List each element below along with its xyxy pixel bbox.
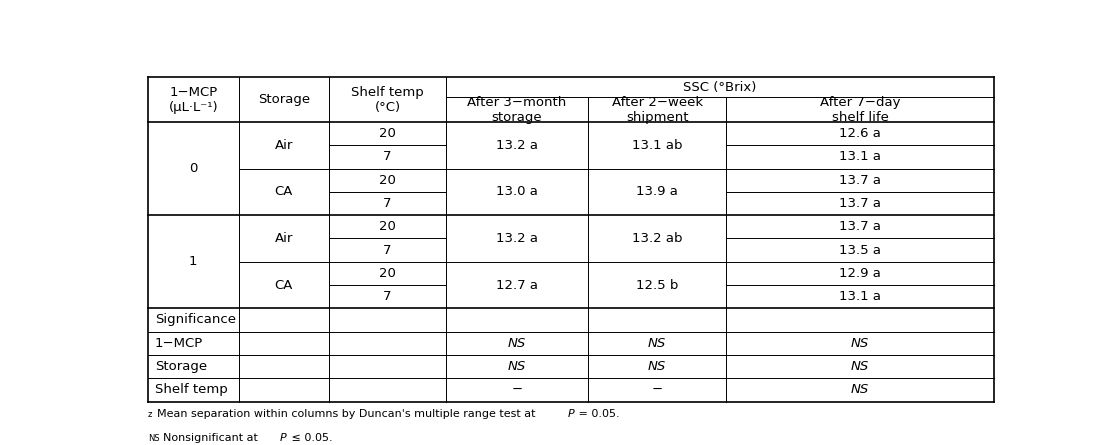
Text: Air: Air: [275, 232, 293, 245]
Text: 12.7 a: 12.7 a: [496, 279, 538, 291]
Text: Storage: Storage: [257, 93, 310, 106]
Text: −: −: [511, 384, 522, 396]
Text: 12.6 a: 12.6 a: [839, 127, 881, 140]
Text: 20: 20: [379, 267, 395, 280]
Text: NS: NS: [851, 337, 869, 350]
Text: z: z: [148, 410, 153, 419]
Text: = 0.05.: = 0.05.: [575, 409, 619, 419]
Text: NS: NS: [508, 337, 526, 350]
Text: Shelf temp
(°C): Shelf temp (°C): [351, 85, 423, 113]
Text: 13.1 a: 13.1 a: [839, 150, 881, 163]
Text: 20: 20: [379, 220, 395, 233]
Text: After 2−week
shipment: After 2−week shipment: [612, 96, 703, 124]
Text: 7: 7: [383, 150, 392, 163]
Text: 13.1 ab: 13.1 ab: [632, 139, 683, 152]
Text: 0: 0: [189, 162, 197, 175]
Text: 20: 20: [379, 174, 395, 187]
Text: P: P: [567, 409, 574, 419]
Text: After 7−day
shelf life: After 7−day shelf life: [820, 96, 900, 124]
Text: 13.2 a: 13.2 a: [496, 232, 538, 245]
Text: 12.9 a: 12.9 a: [839, 267, 881, 280]
Text: SSC (°Brix): SSC (°Brix): [683, 81, 756, 94]
Text: 13.9 a: 13.9 a: [636, 185, 678, 198]
Text: 13.2 ab: 13.2 ab: [632, 232, 683, 245]
Text: 1−MCP
(μL·L⁻¹): 1−MCP (μL·L⁻¹): [168, 85, 218, 113]
Text: 7: 7: [383, 243, 392, 257]
Text: NS: NS: [508, 360, 526, 373]
Text: P: P: [280, 433, 286, 443]
Text: 13.2 a: 13.2 a: [496, 139, 538, 152]
Text: Significance: Significance: [155, 313, 236, 327]
Text: NS: NS: [148, 434, 159, 443]
Text: 1: 1: [189, 255, 197, 268]
Text: 13.7 a: 13.7 a: [839, 220, 881, 233]
Text: NS: NS: [648, 360, 666, 373]
Text: 7: 7: [383, 290, 392, 303]
Text: CA: CA: [275, 185, 293, 198]
Text: Mean separation within columns by Duncan's multiple range test at: Mean separation within columns by Duncan…: [156, 409, 538, 419]
Text: 12.5 b: 12.5 b: [636, 279, 678, 291]
Text: Nonsignificant at: Nonsignificant at: [164, 433, 262, 443]
Text: After 3−month
storage: After 3−month storage: [468, 96, 567, 124]
Text: CA: CA: [275, 279, 293, 291]
Text: ≤ 0.05.: ≤ 0.05.: [287, 433, 332, 443]
Text: 13.7 a: 13.7 a: [839, 197, 881, 210]
Text: NS: NS: [648, 337, 666, 350]
Text: Storage: Storage: [155, 360, 207, 373]
Text: 20: 20: [379, 127, 395, 140]
Text: Air: Air: [275, 139, 293, 152]
Text: −: −: [652, 384, 663, 396]
Text: NS: NS: [851, 384, 869, 396]
Text: 13.1 a: 13.1 a: [839, 290, 881, 303]
Text: 7: 7: [383, 197, 392, 210]
Text: 13.5 a: 13.5 a: [839, 243, 881, 257]
Text: 1−MCP: 1−MCP: [155, 337, 203, 350]
Text: 13.7 a: 13.7 a: [839, 174, 881, 187]
Text: NS: NS: [851, 360, 869, 373]
Text: 13.0 a: 13.0 a: [496, 185, 538, 198]
Text: Shelf temp: Shelf temp: [155, 384, 227, 396]
